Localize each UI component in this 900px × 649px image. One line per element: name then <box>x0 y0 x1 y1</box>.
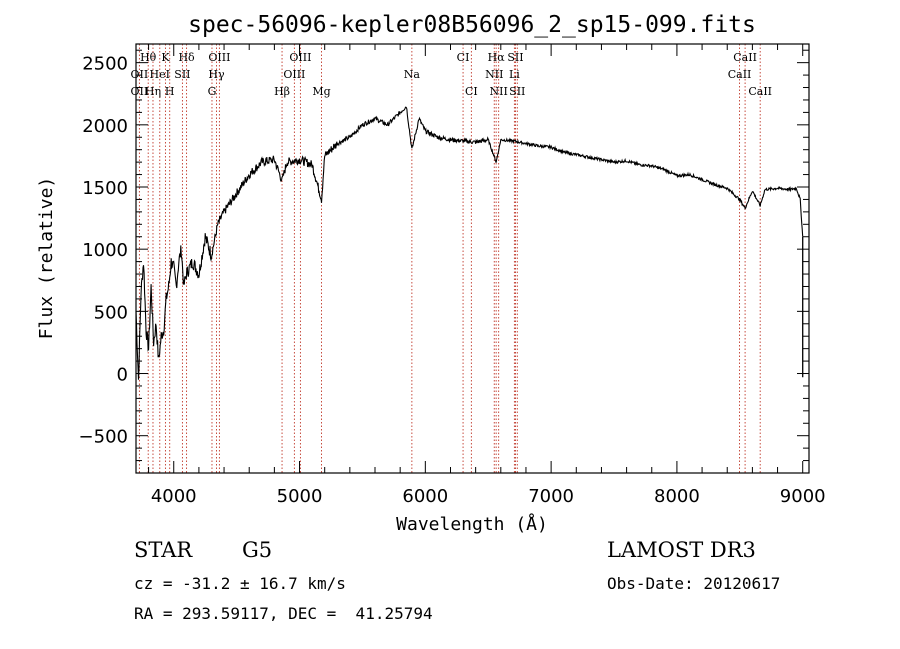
line-label: SII <box>507 51 523 64</box>
redshift-info: cz = -31.2 ± 16.7 km/s <box>134 574 346 593</box>
y-tick-label: −500 <box>79 427 128 448</box>
spectrum-series <box>135 106 804 380</box>
line-markers <box>138 44 761 473</box>
line-label: CI <box>465 85 478 98</box>
line-label: K <box>161 51 170 64</box>
object-class: STAR <box>134 538 193 562</box>
line-label: SII <box>509 85 525 98</box>
line-label: OII <box>131 85 149 98</box>
line-label: CaII <box>748 85 772 98</box>
line-label: Hδ <box>178 51 195 64</box>
x-tick-label: 5000 <box>277 486 323 507</box>
line-label: Hθ <box>140 51 157 64</box>
x-tick-label: 9000 <box>780 486 826 507</box>
y-axis-label: Flux (relative) <box>36 177 57 340</box>
line-label: OIII <box>289 51 311 64</box>
line-label: CaII <box>733 51 757 64</box>
line-label: HeI <box>150 68 170 81</box>
chart-title: spec-56096-kepler08B56096_2_sp15-099.fit… <box>188 12 756 38</box>
line-label: OIII <box>208 51 230 64</box>
line-label: NII <box>485 68 503 81</box>
line-label: Hη <box>145 85 161 98</box>
object-subclass: G5 <box>242 538 273 562</box>
line-label: Hβ <box>274 85 290 98</box>
plot-frame <box>135 43 810 474</box>
line-label: Hα <box>488 51 506 64</box>
line-label: Hγ <box>208 68 225 81</box>
line-label: CaII <box>728 68 752 81</box>
y-tick-label: 2000 <box>82 116 128 137</box>
line-label: G <box>208 85 217 98</box>
x-tick-label: 4000 <box>151 486 197 507</box>
x-tick-label: 7000 <box>528 486 574 507</box>
x-axis-label: Wavelength (Å) <box>396 513 548 535</box>
y-tick-label: 1500 <box>82 178 128 199</box>
spectrum-line <box>135 106 804 380</box>
line-label: H <box>165 85 175 98</box>
y-tick-label: 2500 <box>82 54 128 75</box>
line-label: OIII <box>283 68 305 81</box>
obs-date: Obs-Date: 20120617 <box>607 574 781 593</box>
y-tick-label: 0 <box>117 365 128 386</box>
x-tick-label: 8000 <box>654 486 700 507</box>
line-label: Mg <box>312 85 330 98</box>
line-label: Na <box>404 68 421 81</box>
y-tick-label: 500 <box>94 302 128 323</box>
survey-name: LAMOST DR3 <box>607 538 756 562</box>
line-label: NII <box>490 85 508 98</box>
x-tick-label: 6000 <box>402 486 448 507</box>
line-label: SII <box>174 68 190 81</box>
coordinates: RA = 293.59117, DEC = 41.25794 <box>134 604 433 623</box>
line-label: OII <box>131 68 149 81</box>
y-tick-label: 1000 <box>82 240 128 261</box>
x-axis-ticks: 4000 5000 6000 7000 8000 9000 <box>148 44 826 507</box>
line-label: Li <box>509 68 520 81</box>
y-axis-ticks: −500 0 500 1000 1500 2000 2500 <box>79 49 809 462</box>
line-label: CI <box>457 51 470 64</box>
